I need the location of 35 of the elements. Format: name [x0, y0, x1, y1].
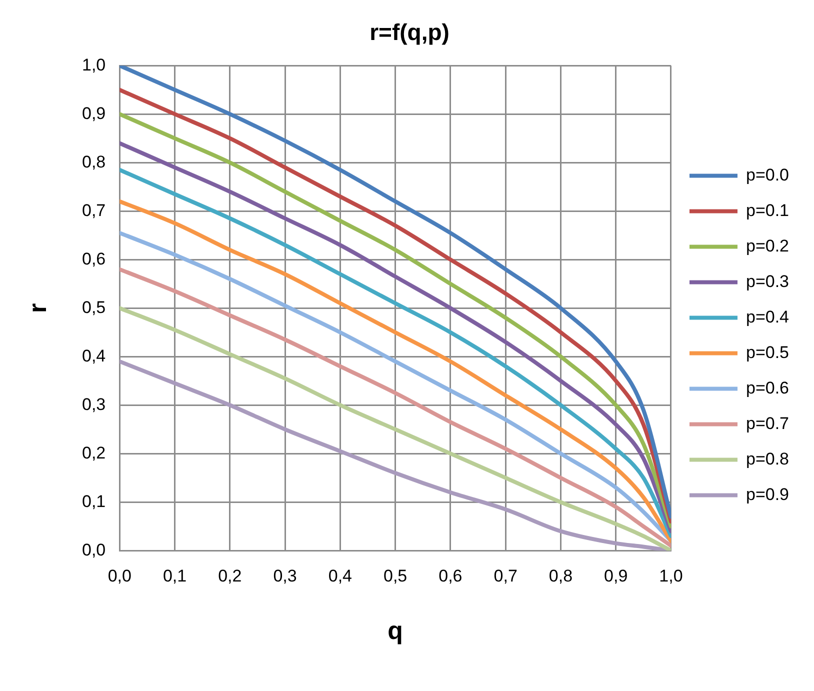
y-tick-label: 0,7: [82, 200, 106, 220]
x-tick-label: 0,3: [273, 566, 297, 586]
x-tick-label: 0,9: [604, 566, 628, 586]
legend-label: p=0.3: [746, 272, 789, 291]
legend-label: p=0.2: [746, 236, 789, 256]
legend-label: p=0.1: [746, 200, 789, 220]
x-tick-label: 0,5: [383, 566, 408, 586]
chart-title: r=f(q,p): [370, 19, 450, 46]
y-tick-label: 0,5: [82, 298, 106, 317]
legend-label: p=0.7: [746, 414, 789, 433]
x-tick-label: 1,0: [659, 566, 683, 586]
legend-label: p=0.4: [746, 307, 789, 326]
y-axis-title: r: [24, 302, 52, 313]
x-axis-title: q: [388, 616, 403, 645]
y-tick-label: 0,0: [82, 540, 106, 560]
legend-label: p=0.5: [746, 342, 789, 362]
y-tick-label: 0,1: [82, 492, 106, 511]
y-tick-label: 0,8: [82, 152, 106, 172]
y-tick-label: 0,3: [82, 394, 106, 414]
x-tick-label: 0,0: [108, 566, 132, 586]
x-tick-label: 0,4: [328, 566, 352, 586]
y-tick-label: 1,0: [82, 55, 106, 74]
x-tick-label: 0,8: [548, 566, 573, 586]
y-tick-label: 0,2: [82, 443, 106, 462]
legend-label: p=0.9: [746, 484, 789, 504]
x-tick-label: 0,6: [438, 566, 462, 586]
legend-label: p=0.6: [746, 378, 789, 398]
x-tick-label: 0,1: [162, 566, 187, 586]
y-tick-label: 0,4: [82, 346, 106, 366]
x-tick-label: 0,2: [218, 566, 242, 586]
x-tick-label: 0,7: [494, 566, 518, 586]
y-tick-label: 0,9: [82, 104, 106, 123]
y-tick-label: 0,6: [82, 249, 106, 268]
legend-label: p=0.0: [746, 165, 789, 184]
legend-label: p=0.8: [746, 449, 789, 468]
